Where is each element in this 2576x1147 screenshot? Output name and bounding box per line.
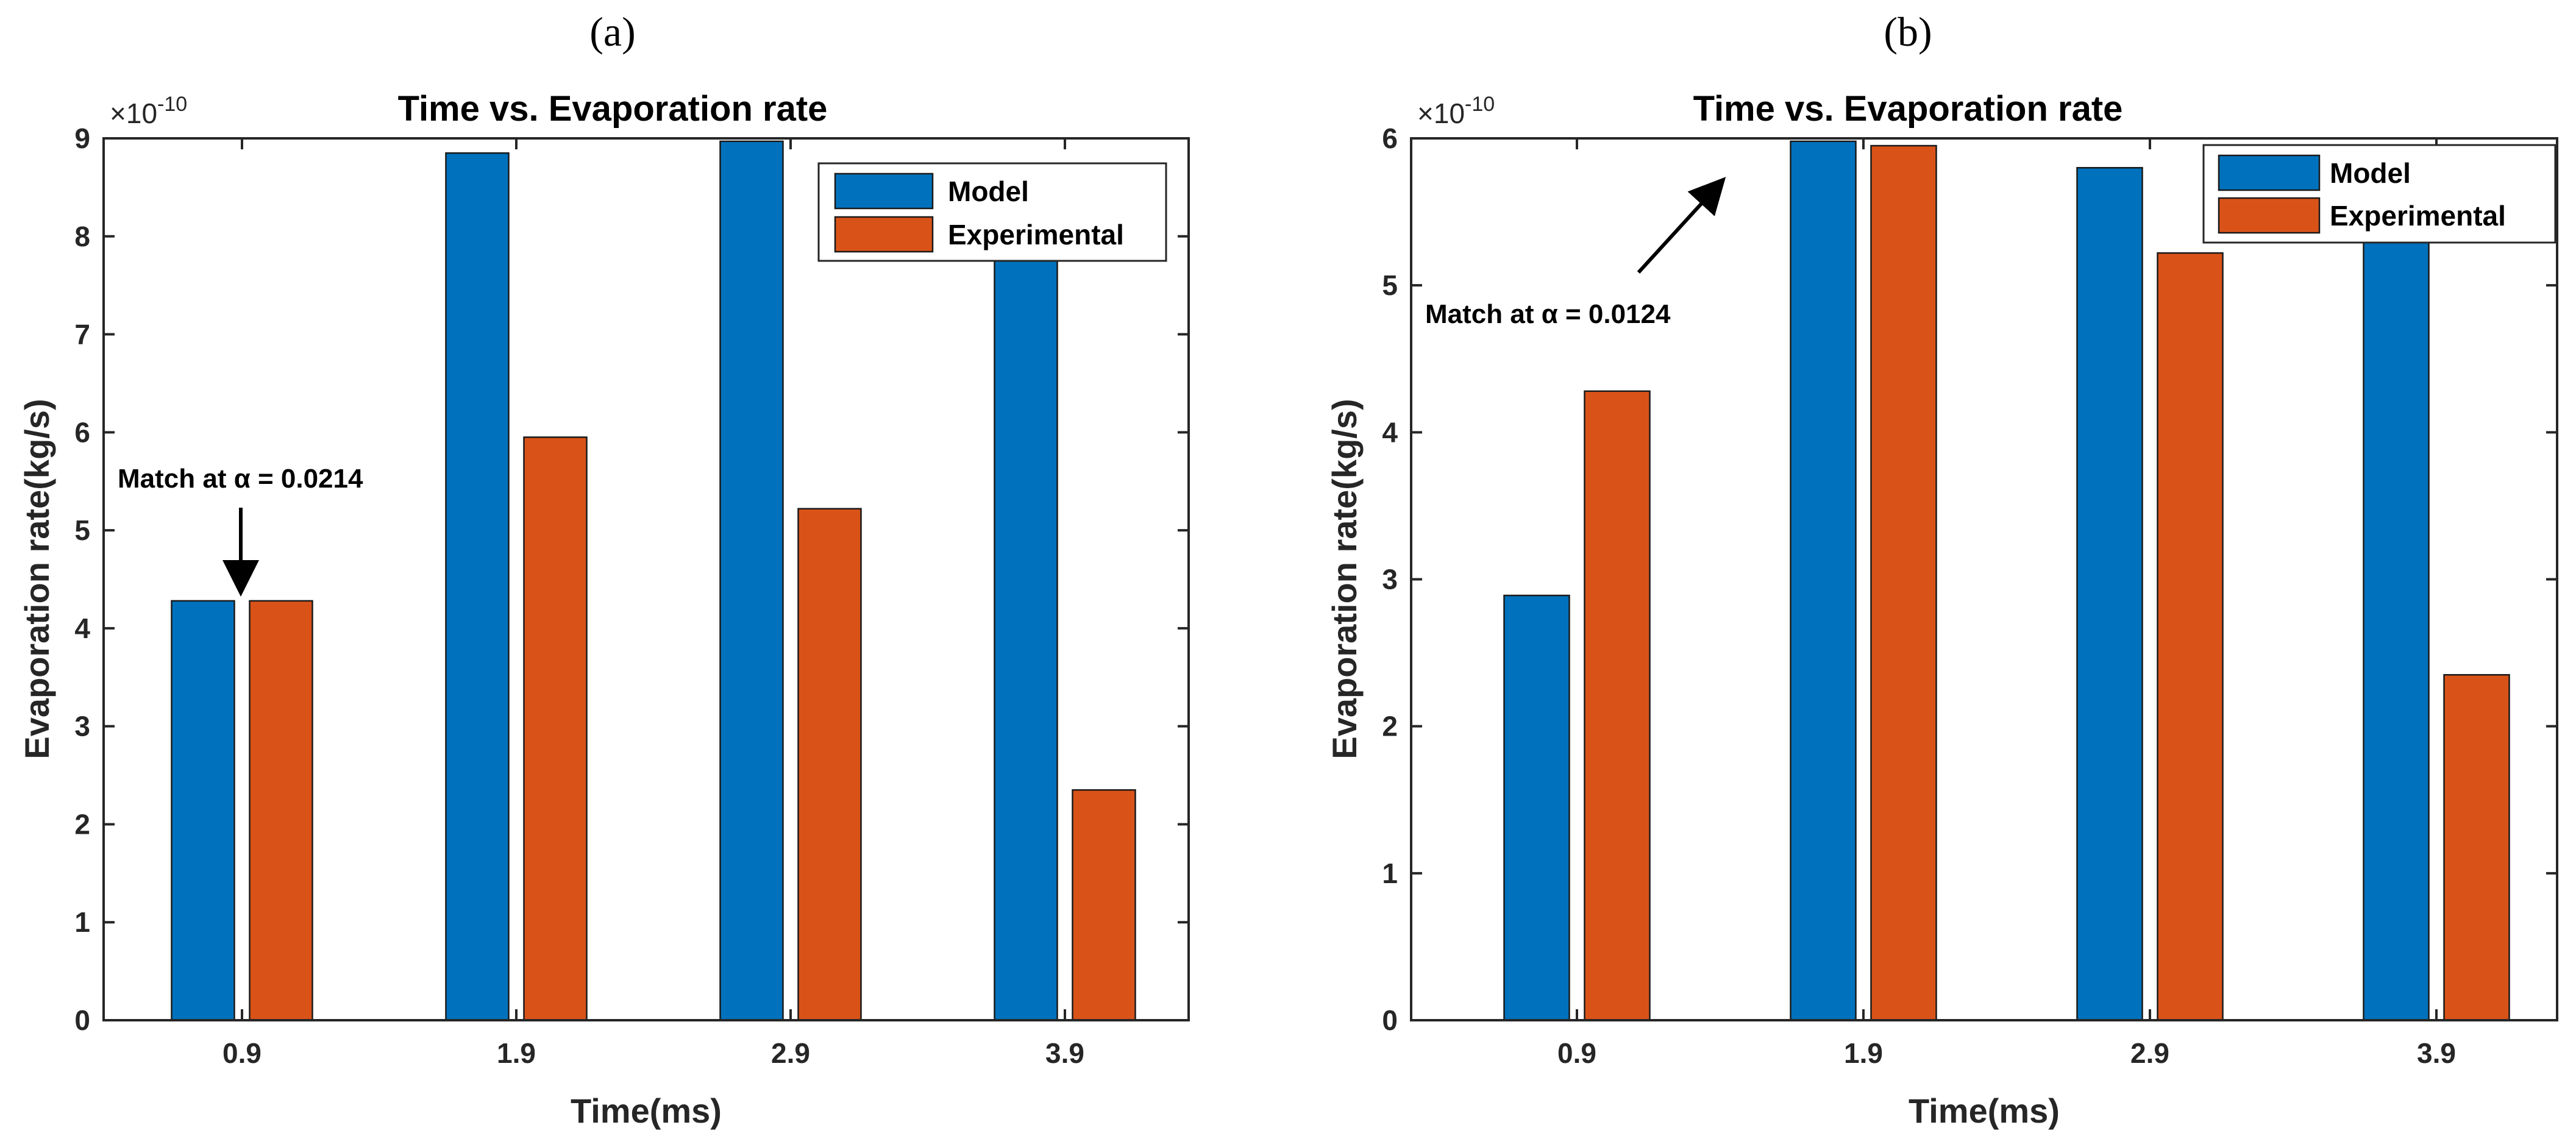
y-exponent-power-b: -10 — [1465, 93, 1495, 116]
x-tick-label-b: 2.9 — [2130, 1037, 2169, 1069]
y-tick-label-b: 4 — [1382, 416, 1398, 448]
legend-swatch-experimental-a — [834, 216, 934, 253]
y-tick-label-b: 2 — [1382, 711, 1398, 742]
x-tick-label-b: 3.9 — [2417, 1037, 2456, 1069]
y-tick-label-a: 6 — [74, 416, 90, 448]
axes-frame-b — [1410, 137, 2558, 1021]
chart-a: (a) Time vs. Evaporation rate ×10-10 0 1 2… — [18, 9, 1190, 1130]
annotation-text-a: Match at α = 0.0214 — [118, 464, 363, 494]
y-tick-label-a: 3 — [74, 711, 90, 742]
annotation-text-b: Match at α = 0.0124 — [1425, 299, 1671, 329]
bar-model-0_9-a — [171, 600, 235, 1021]
annotation-arrow-b — [1637, 177, 1726, 274]
legend-swatch-model-a — [834, 172, 934, 210]
bar-model-1_9-a — [445, 152, 510, 1021]
x-axis-label-b: Time(ms) — [1909, 1092, 2060, 1130]
panel-label-b: (b) — [1884, 9, 1932, 55]
y-tick-label-a: 9 — [74, 123, 90, 154]
annotation-b: Match at α = 0.0124 — [1425, 177, 1726, 329]
chart-title-a: Time vs. Evaporation rate — [398, 89, 828, 129]
bar-model-1_9-b — [1790, 140, 1857, 1021]
bar-model-2_9-b — [2076, 166, 2143, 1021]
annotation-a: Match at α = 0.0214 — [118, 464, 363, 597]
bar-model-3_9-b — [2363, 233, 2430, 1021]
legend-b: Model Experimental — [2202, 144, 2556, 244]
legend-a: Model Experimental — [817, 162, 1167, 262]
bar-experimental-0_9-b — [1584, 390, 1651, 1021]
y-tick-label-b: 0 — [1382, 1004, 1398, 1036]
y-tick-label-a: 7 — [74, 319, 90, 350]
x-tick-label-a: 2.9 — [771, 1037, 810, 1069]
y-axis-label-a: Evaporation rate(kg/s) — [18, 399, 56, 759]
y-exponent-base-a: ×10 — [110, 98, 157, 129]
y-tick-label-a: 2 — [74, 808, 90, 840]
bar-experimental-1_9-a — [523, 436, 588, 1021]
legend-swatch-experimental-b — [2218, 197, 2321, 234]
bar-experimental-0_9-a — [249, 600, 313, 1021]
legend-swatch-model-b — [2218, 154, 2321, 191]
x-tick-label-b: 0.9 — [1557, 1037, 1596, 1069]
y-tick-label-b: 5 — [1382, 269, 1398, 301]
bars-b — [1503, 140, 2510, 1021]
y-axis-label-b: Evaporation rate(kg/s) — [1325, 399, 1364, 759]
y-exponent-base-b: ×10 — [1417, 98, 1465, 129]
y-tick-label-b: 3 — [1382, 564, 1398, 595]
legend-label-experimental-a: Experimental — [948, 219, 1124, 250]
y-tick-label-a: 1 — [74, 906, 90, 938]
y-ticks-a: 0 1 2 3 4 5 6 7 8 9 — [74, 123, 1189, 1036]
chart-b: (b) Time vs. Evaporation rate ×10-10 0 1 2… — [1325, 9, 2558, 1130]
bar-experimental-3_9-b — [2443, 674, 2510, 1021]
bar-experimental-2_9-a — [797, 508, 862, 1021]
x-tick-label-a: 1.9 — [497, 1037, 536, 1069]
bar-model-2_9-a — [719, 140, 784, 1021]
x-ticks-b: 0.9 1.9 2.9 3.9 — [1557, 138, 2456, 1069]
bars-a — [171, 140, 1136, 1021]
bar-model-0_9-b — [1503, 594, 1570, 1021]
axes-frame-a — [102, 137, 1190, 1021]
chart-title-b: Time vs. Evaporation rate — [1693, 89, 2123, 129]
y-exponent-b: ×10-10 — [1417, 93, 1495, 129]
x-axis-label-a: Time(ms) — [571, 1092, 722, 1130]
y-tick-label-a: 0 — [74, 1004, 90, 1036]
x-tick-label-b: 1.9 — [1844, 1037, 1883, 1069]
legend-label-model-b: Model — [2330, 157, 2411, 189]
y-tick-label-a: 4 — [74, 613, 90, 644]
bar-experimental-3_9-a — [1072, 789, 1136, 1021]
y-tick-label-a: 5 — [74, 514, 90, 546]
x-ticks-a: 0.9 1.9 2.9 3.9 — [222, 138, 1084, 1069]
panel-label-a: (a) — [589, 9, 635, 55]
legend-label-model-a: Model — [948, 176, 1029, 207]
y-tick-label-b: 6 — [1382, 123, 1398, 154]
bar-model-3_9-a — [994, 245, 1058, 1021]
y-tick-label-b: 1 — [1382, 858, 1398, 889]
x-tick-label-a: 3.9 — [1045, 1037, 1084, 1069]
bar-experimental-1_9-b — [1870, 144, 1937, 1021]
legend-label-experimental-b: Experimental — [2330, 200, 2506, 232]
bar-experimental-2_9-b — [2157, 252, 2224, 1021]
y-exponent-a: ×10-10 — [110, 93, 187, 129]
y-tick-label-a: 8 — [74, 221, 90, 252]
y-exponent-power-a: -10 — [157, 93, 187, 116]
x-tick-label-a: 0.9 — [222, 1037, 262, 1069]
